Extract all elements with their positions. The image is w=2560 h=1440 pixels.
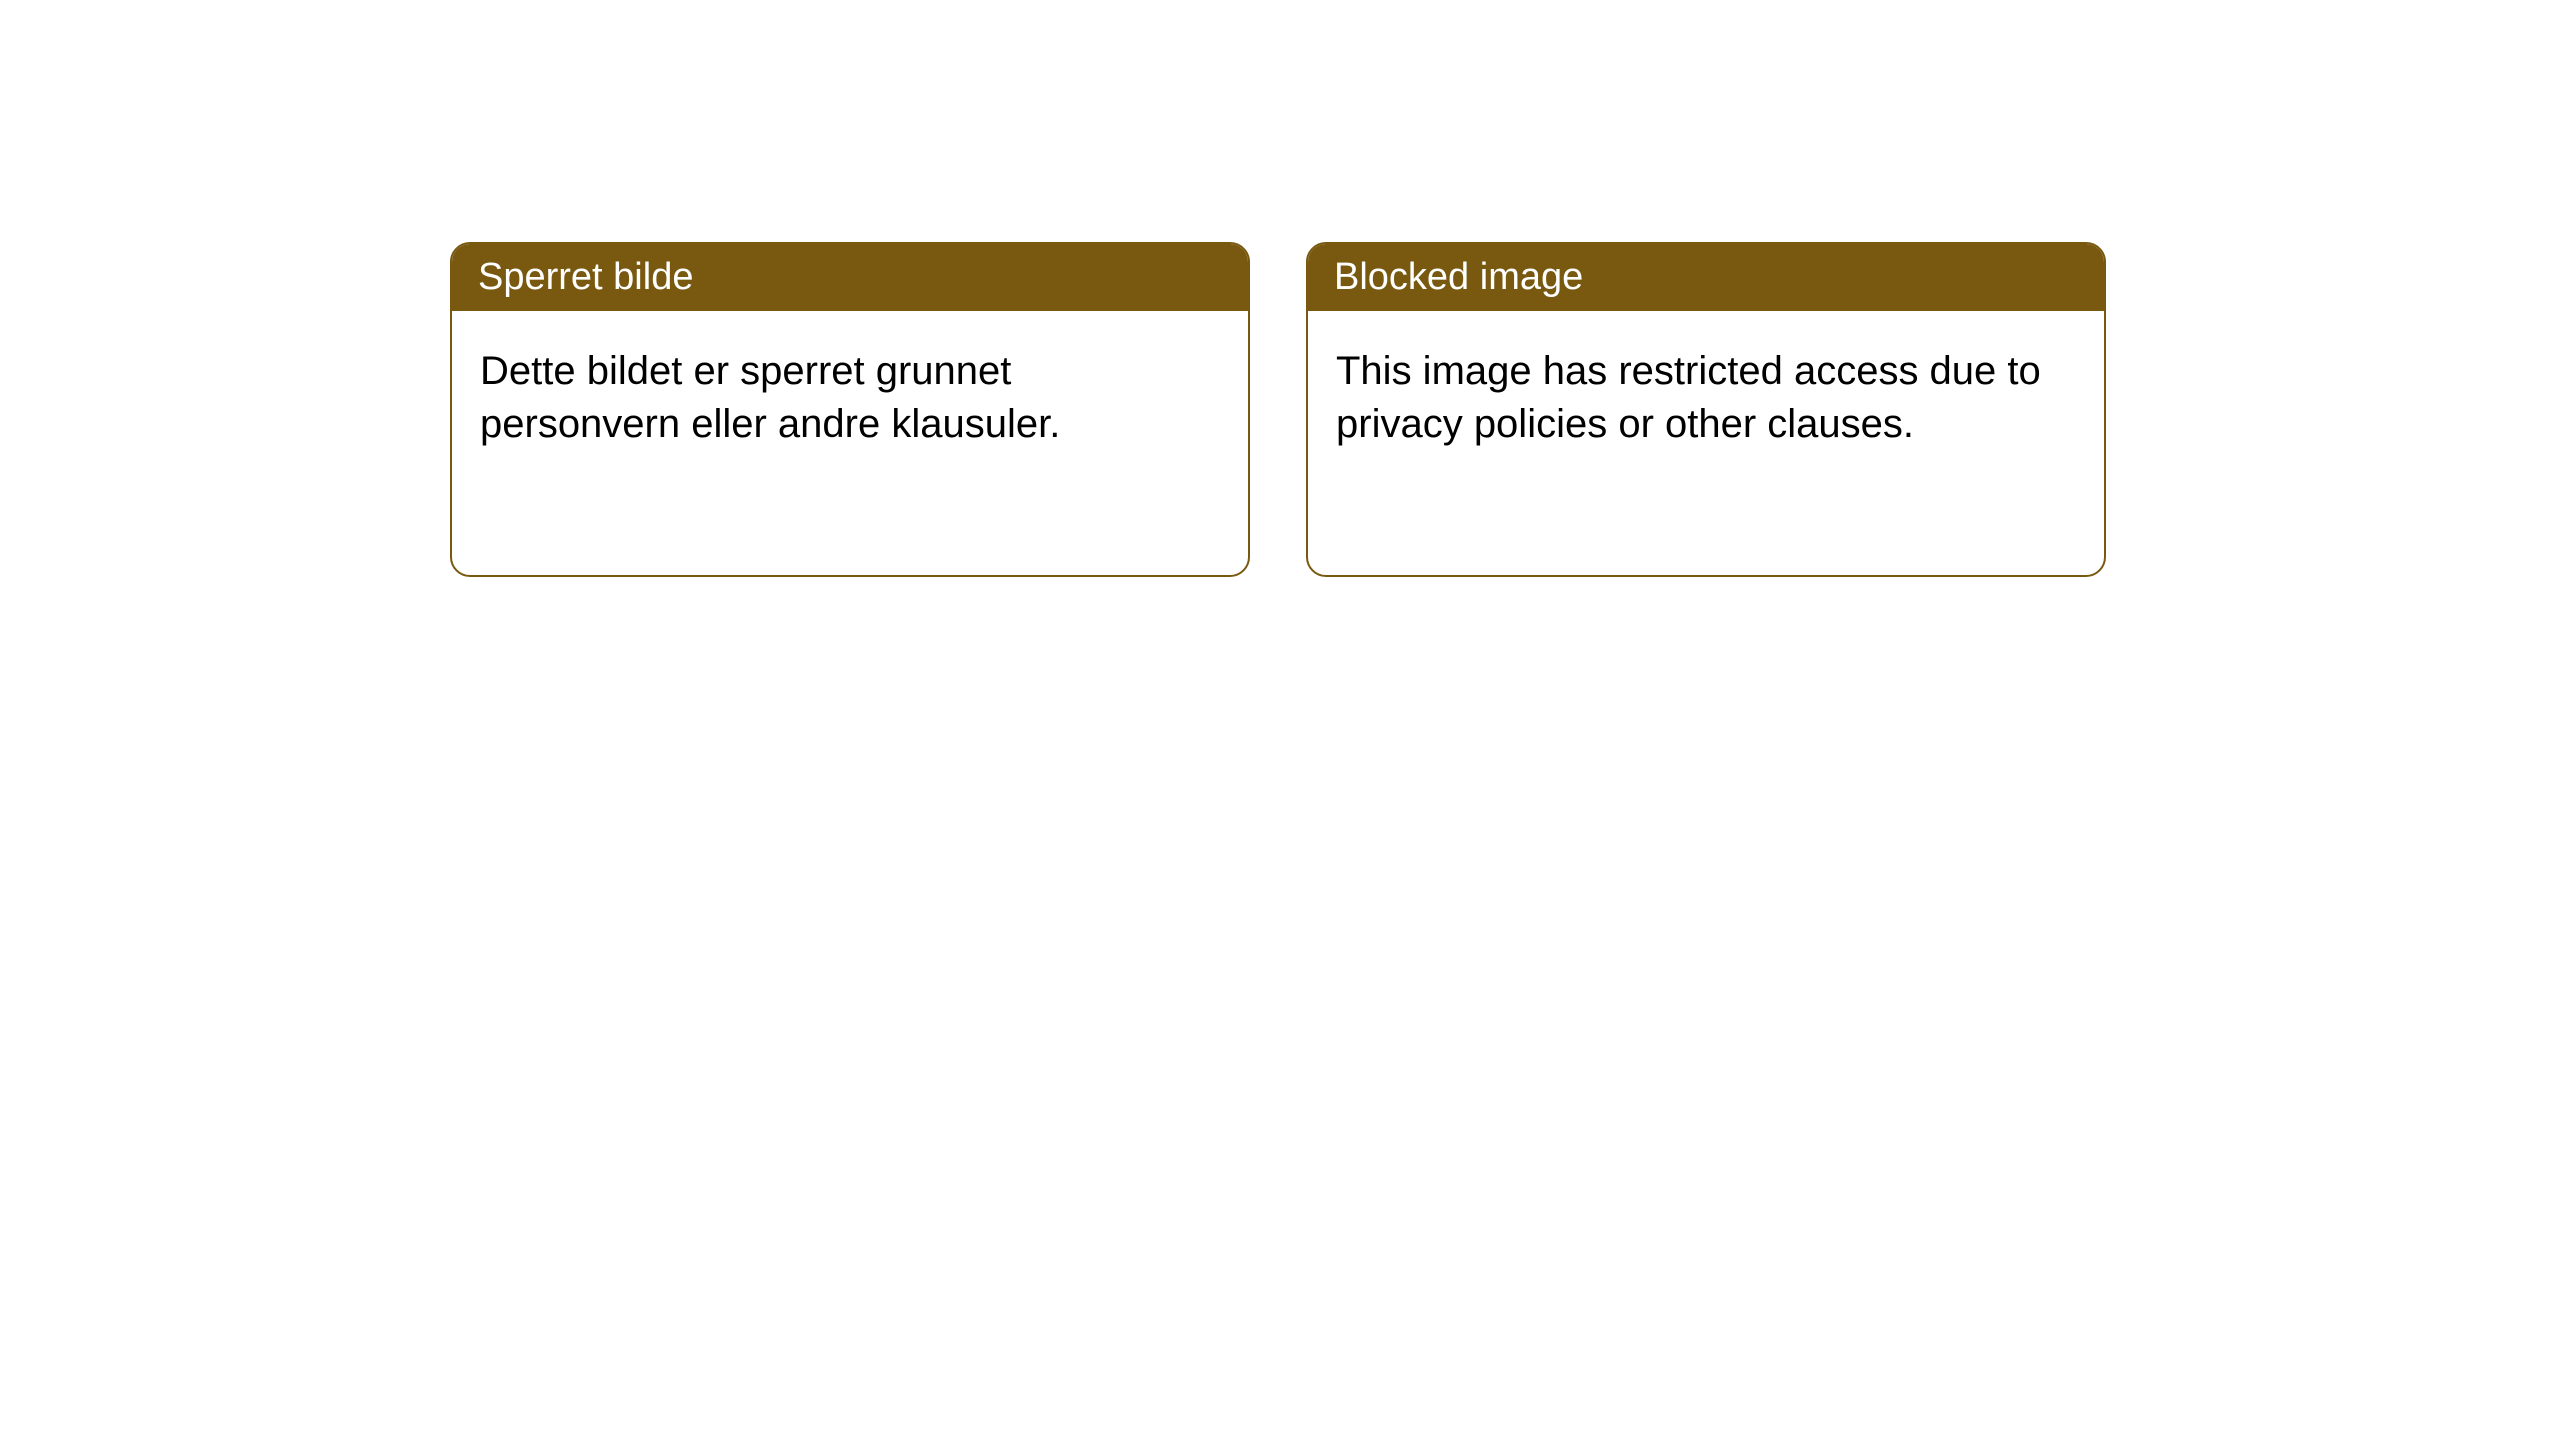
card-title: Blocked image xyxy=(1308,244,2104,311)
card-body-text: This image has restricted access due to … xyxy=(1308,311,2104,485)
card-title: Sperret bilde xyxy=(452,244,1248,311)
blocked-image-card-english: Blocked image This image has restricted … xyxy=(1306,242,2106,577)
card-body-text: Dette bildet er sperret grunnet personve… xyxy=(452,311,1248,485)
blocked-image-notices: Sperret bilde Dette bildet er sperret gr… xyxy=(450,242,2106,577)
blocked-image-card-norwegian: Sperret bilde Dette bildet er sperret gr… xyxy=(450,242,1250,577)
